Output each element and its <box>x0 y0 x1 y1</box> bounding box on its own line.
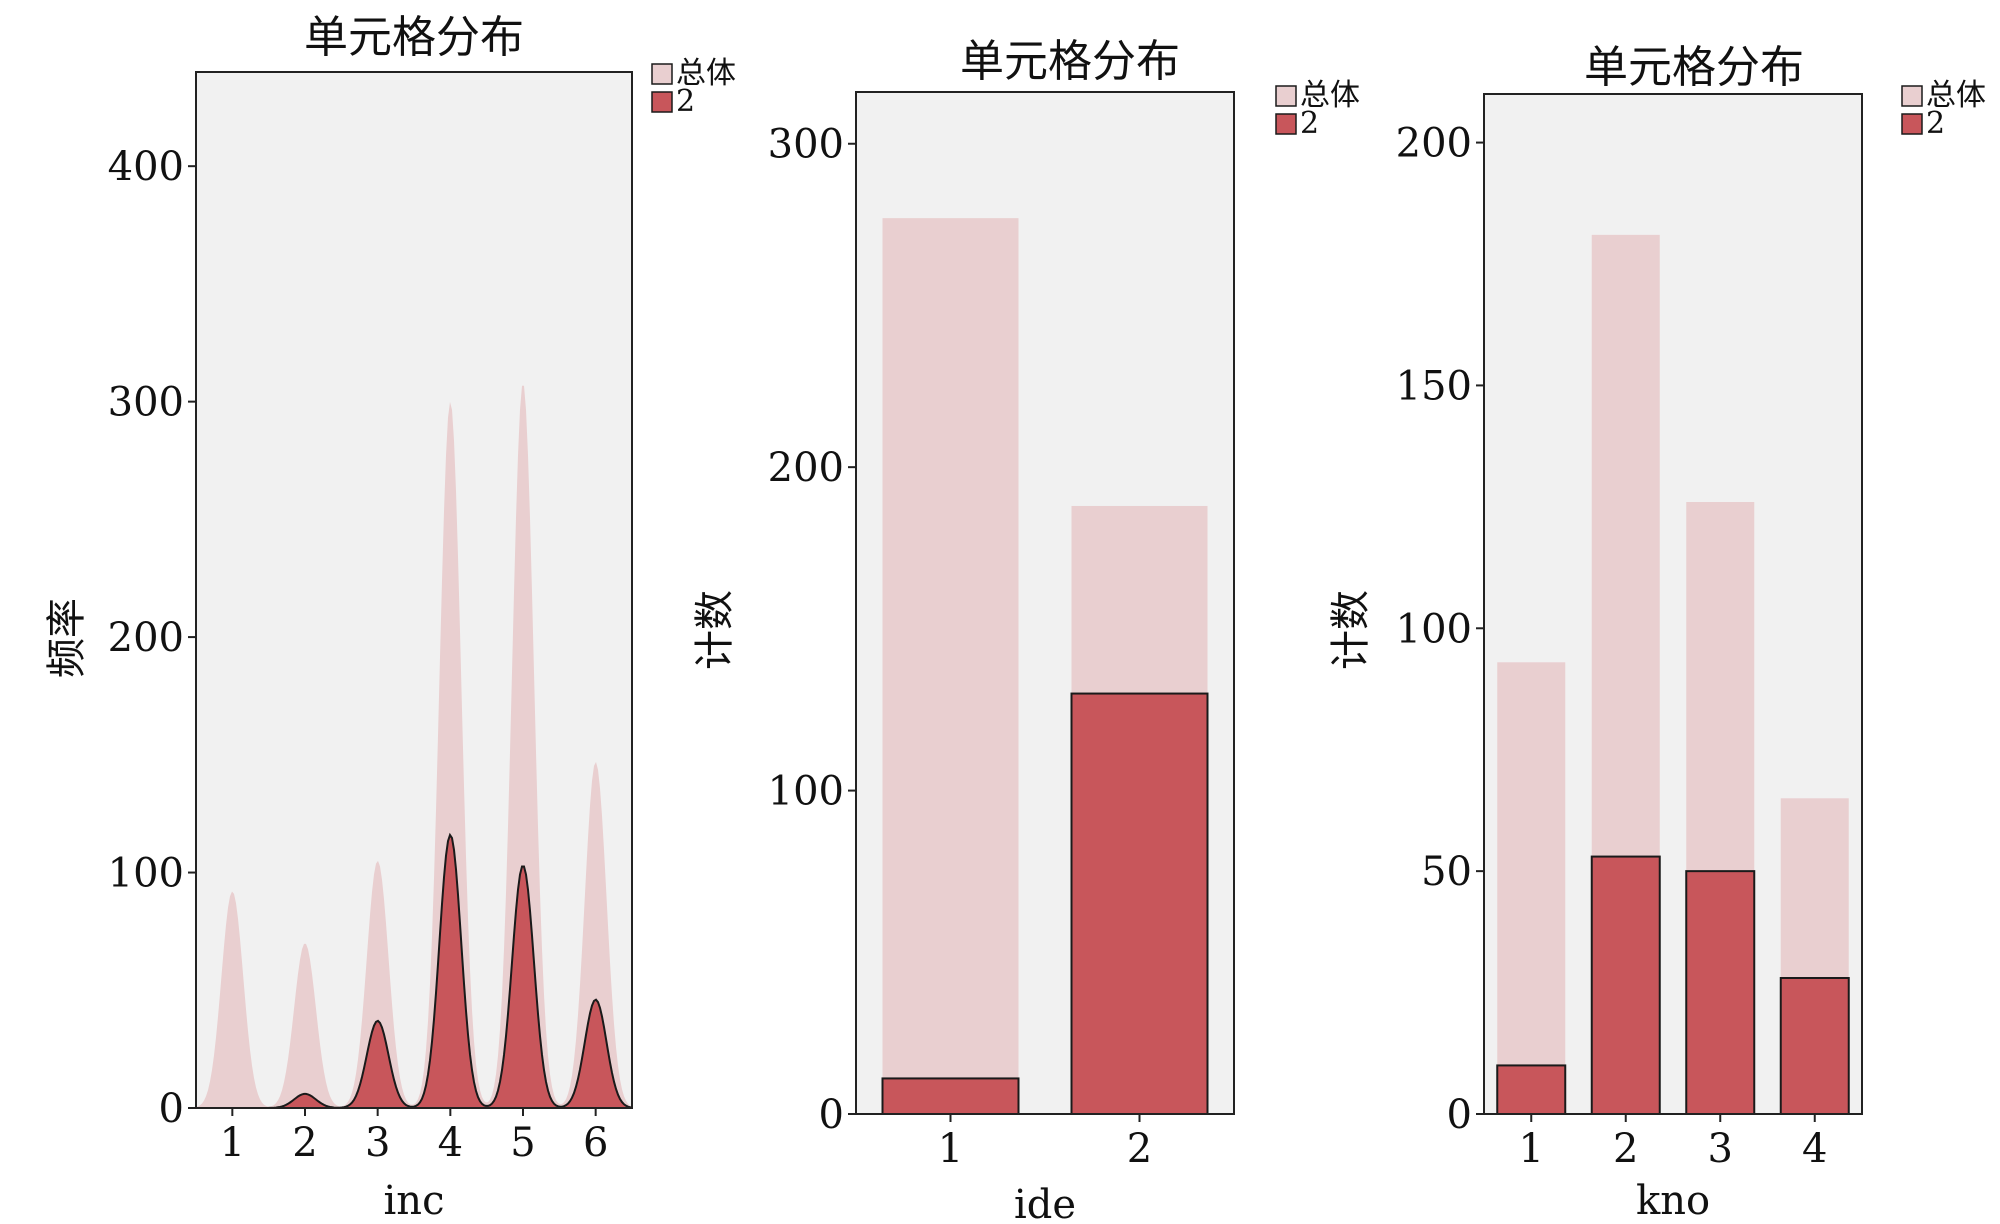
bar-2-1 <box>1496 1064 1567 1116</box>
y-tick-label: 300 <box>768 122 844 168</box>
x-axis-label: kno <box>1636 1178 1710 1224</box>
bar-2-4 <box>1779 977 1850 1115</box>
chart-title: 单元格分布 <box>960 36 1180 87</box>
y-tick-label: 300 <box>108 380 184 426</box>
plot-frame <box>1483 93 1863 1115</box>
legend-label: 2 <box>1300 106 1319 141</box>
x-tick-label: 2 <box>1613 1126 1638 1172</box>
legend-label: 2 <box>676 84 695 119</box>
y-tick-label: 100 <box>1396 606 1472 652</box>
y-tick-label: 0 <box>1447 1092 1472 1138</box>
y-tick-label: 100 <box>108 851 184 897</box>
x-tick-label: 6 <box>583 1120 608 1166</box>
y-axis-label: 计数 <box>692 590 738 670</box>
y-tick-label: 400 <box>108 144 184 190</box>
legend: 总体2 <box>1901 78 1986 141</box>
plot-area <box>196 72 632 1108</box>
x-tick-label: 4 <box>1802 1126 1827 1172</box>
y-tick-label: 200 <box>768 445 844 491</box>
x-tick-label: 1 <box>938 1126 963 1172</box>
chart-title: 单元格分布 <box>304 12 524 63</box>
bar-2-2 <box>1590 855 1661 1115</box>
y-tick-label: 100 <box>768 769 844 815</box>
legend-label: 2 <box>1926 106 1945 141</box>
x-tick-label: 1 <box>1519 1126 1544 1172</box>
x-axis-label: inc <box>384 1178 445 1224</box>
y-tick-label: 200 <box>108 615 184 661</box>
bar-2-1 <box>881 1077 1020 1116</box>
chart-title: 单元格分布 <box>1584 42 1804 93</box>
x-tick-label: 3 <box>365 1120 390 1166</box>
plot-frame <box>855 91 1235 1115</box>
x-tick-label: 5 <box>510 1120 535 1166</box>
y-tick-label: 150 <box>1396 363 1472 409</box>
y-axis-label: 计数 <box>1328 590 1374 670</box>
plot-frame <box>195 71 633 1109</box>
legend-swatch-overall <box>1275 85 1297 107</box>
bar-overall-1 <box>882 218 1019 1114</box>
y-axis-label: 频率 <box>44 598 90 678</box>
legend-swatch-group-2 <box>651 91 673 113</box>
x-axis-label: ide <box>1014 1182 1076 1224</box>
x-tick-label: 1 <box>220 1120 245 1166</box>
legend: 总体2 <box>1275 78 1360 141</box>
y-tick-label: 0 <box>819 1092 844 1138</box>
legend-label: 总体 <box>1300 78 1360 113</box>
y-tick-label: 200 <box>1396 121 1472 167</box>
legend-swatch-overall <box>1901 85 1923 107</box>
legend-swatch-group-2 <box>1901 113 1923 135</box>
x-tick-label: 3 <box>1708 1126 1733 1172</box>
x-tick-label: 2 <box>292 1120 317 1166</box>
x-tick-label: 4 <box>438 1120 463 1166</box>
legend-label: 总体 <box>1926 78 1986 113</box>
y-tick-label: 0 <box>159 1086 184 1132</box>
legend-swatch-overall <box>651 63 673 85</box>
x-tick-label: 2 <box>1127 1126 1152 1172</box>
bar-2-3 <box>1685 870 1756 1116</box>
legend: 总体2 <box>651 56 736 119</box>
legend-swatch-group-2 <box>1275 113 1297 135</box>
legend-label: 总体 <box>676 56 736 91</box>
y-tick-label: 50 <box>1421 849 1472 895</box>
bar-overall-1 <box>1497 662 1566 1114</box>
bar-2-2 <box>1070 692 1209 1115</box>
